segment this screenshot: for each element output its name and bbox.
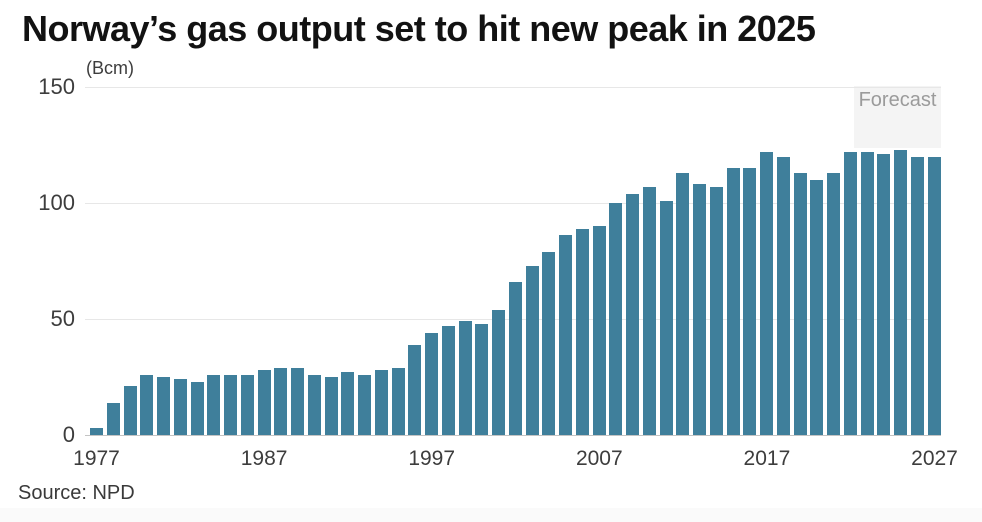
bar-2009 [626,193,639,435]
bar-1996 [408,344,422,435]
bar-2007 [592,226,606,435]
y-axis-unit-label: (Bcm) [86,58,134,78]
gridline-100 [85,203,941,204]
bar-2015 [726,168,740,435]
bar-1992 [341,372,355,435]
bar-1983 [190,381,204,435]
bar-2020 [810,179,824,435]
x-tick-label-2027: 2027 [911,447,958,470]
forecast-region: Forecast [854,86,941,148]
bar-2004 [542,251,556,435]
y-tick-label-0: 0 [62,422,75,447]
x-tick-label-1977: 1977 [73,447,120,470]
bar-2027 [927,156,941,435]
bar-2025 [894,149,907,435]
bar-2024 [877,154,891,435]
bar-2023 [860,151,874,435]
bar-1995 [391,367,405,435]
bar-1986 [240,374,254,435]
x-tick-label-2007: 2007 [575,447,623,470]
bar-1991 [324,377,338,435]
bar-1993 [358,374,371,435]
bar-series [90,87,941,435]
bar-1997 [425,332,438,435]
bar-2026 [910,156,924,435]
bar-2010 [642,186,656,435]
bar-2013 [693,184,706,435]
bar-1985 [224,374,237,435]
forecast-label: Forecast [858,89,937,111]
bar-2014 [709,186,723,435]
bar-2012 [676,172,690,435]
bar-2016 [743,168,757,435]
gridline-150 [85,87,941,88]
y-tick-label-50: 50 [50,306,75,331]
bar-1987 [257,370,271,435]
x-tick-label-1987: 1987 [240,447,288,470]
bar-1988 [274,367,288,435]
bar-2022 [843,151,857,435]
bar-2003 [525,265,539,435]
bar-1984 [207,374,221,435]
bar-1978 [106,402,120,435]
x-tick-label-2017: 2017 [743,447,791,470]
bar-2017 [760,151,773,435]
bar-1980 [140,374,154,435]
bar-1999 [458,321,472,435]
bar-2001 [492,309,505,435]
bar-2008 [609,203,623,435]
footer-strip [0,508,982,522]
bar-2011 [659,200,673,435]
x-tick-label-1997: 1997 [408,447,456,470]
bar-1981 [157,377,170,435]
bar-2021 [827,172,840,435]
y-tick-label-100: 100 [38,190,75,215]
bar-2019 [793,172,807,435]
y-tick-label-150: 150 [38,74,75,99]
plot-area: Forecast [85,86,941,436]
bar-1990 [307,374,321,435]
chart-title: Norway’s gas output set to hit new peak … [22,8,816,49]
bar-1977 [90,428,103,435]
bar-1998 [441,325,455,435]
source-note: Source: NPD [18,482,135,504]
bar-1989 [291,367,304,435]
bar-2006 [575,228,589,435]
bar-2005 [559,235,572,435]
bar-1994 [374,370,388,435]
bar-1979 [123,386,137,435]
bar-1982 [173,379,187,435]
bar-2018 [776,156,790,435]
bar-2000 [475,323,489,435]
bar-2002 [508,281,522,435]
